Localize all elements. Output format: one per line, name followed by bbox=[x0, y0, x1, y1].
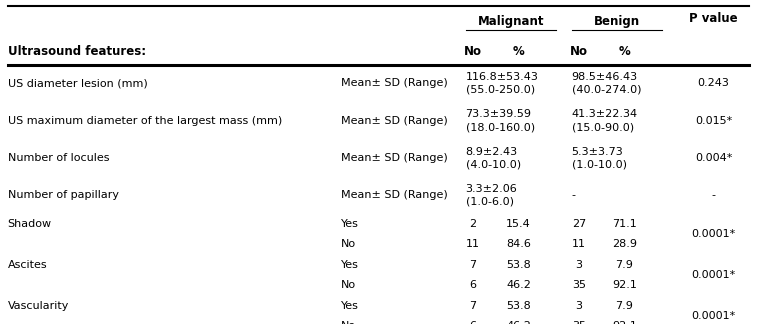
Text: -: - bbox=[572, 190, 575, 200]
Text: %: % bbox=[512, 44, 525, 58]
Text: P value: P value bbox=[689, 12, 738, 25]
Text: Mean± SD (Range): Mean± SD (Range) bbox=[341, 116, 447, 126]
Text: 0.0001*: 0.0001* bbox=[691, 229, 736, 239]
Text: Vascularity: Vascularity bbox=[8, 301, 69, 311]
Text: 8.9±2.43
(4.0-10.0): 8.9±2.43 (4.0-10.0) bbox=[466, 146, 521, 169]
Text: 0.004*: 0.004* bbox=[695, 153, 732, 163]
Text: 7: 7 bbox=[469, 260, 477, 270]
Text: Number of locules: Number of locules bbox=[8, 153, 109, 163]
Text: 116.8±53.43
(55.0-250.0): 116.8±53.43 (55.0-250.0) bbox=[466, 72, 538, 95]
Text: 27: 27 bbox=[572, 219, 586, 229]
Text: Yes: Yes bbox=[341, 219, 359, 229]
Text: 0.243: 0.243 bbox=[697, 78, 730, 88]
Text: %: % bbox=[618, 44, 631, 58]
Text: 3: 3 bbox=[575, 260, 583, 270]
Text: 92.1: 92.1 bbox=[612, 321, 637, 324]
Text: Mean± SD (Range): Mean± SD (Range) bbox=[341, 78, 447, 88]
Text: 71.1: 71.1 bbox=[612, 219, 637, 229]
Text: 0.0001*: 0.0001* bbox=[691, 311, 736, 321]
Text: Shadow: Shadow bbox=[8, 219, 51, 229]
Text: 53.8: 53.8 bbox=[506, 301, 531, 311]
Text: Yes: Yes bbox=[341, 301, 359, 311]
Text: 53.8: 53.8 bbox=[506, 260, 531, 270]
Text: 41.3±22.34
(15.0-90.0): 41.3±22.34 (15.0-90.0) bbox=[572, 109, 637, 132]
Text: 6: 6 bbox=[469, 280, 477, 290]
Text: -: - bbox=[712, 190, 715, 200]
Text: 92.1: 92.1 bbox=[612, 280, 637, 290]
Text: 7: 7 bbox=[469, 301, 477, 311]
Text: 3.3±2.06
(1.0-6.0): 3.3±2.06 (1.0-6.0) bbox=[466, 184, 517, 207]
Text: No: No bbox=[341, 321, 356, 324]
Text: Mean± SD (Range): Mean± SD (Range) bbox=[341, 190, 447, 200]
Text: 5.3±3.73
(1.0-10.0): 5.3±3.73 (1.0-10.0) bbox=[572, 146, 627, 169]
Text: No: No bbox=[464, 44, 482, 58]
Text: 84.6: 84.6 bbox=[506, 239, 531, 249]
Text: Mean± SD (Range): Mean± SD (Range) bbox=[341, 153, 447, 163]
Text: Yes: Yes bbox=[341, 260, 359, 270]
Text: 35: 35 bbox=[572, 280, 586, 290]
Text: 7.9: 7.9 bbox=[615, 260, 634, 270]
Text: 0.015*: 0.015* bbox=[695, 116, 732, 126]
Text: 73.3±39.59
(18.0-160.0): 73.3±39.59 (18.0-160.0) bbox=[466, 109, 534, 132]
Text: 2: 2 bbox=[469, 219, 477, 229]
Text: Malignant: Malignant bbox=[478, 15, 544, 29]
Text: 0.0001*: 0.0001* bbox=[691, 270, 736, 280]
Text: No: No bbox=[570, 44, 588, 58]
Text: US maximum diameter of the largest mass (mm): US maximum diameter of the largest mass … bbox=[8, 116, 282, 126]
Text: 3: 3 bbox=[575, 301, 583, 311]
Text: 6: 6 bbox=[469, 321, 477, 324]
Text: 28.9: 28.9 bbox=[612, 239, 637, 249]
Text: 11: 11 bbox=[572, 239, 586, 249]
Text: Benign: Benign bbox=[594, 15, 640, 29]
Text: No: No bbox=[341, 280, 356, 290]
Text: 35: 35 bbox=[572, 321, 586, 324]
Text: 15.4: 15.4 bbox=[506, 219, 531, 229]
Text: 46.2: 46.2 bbox=[506, 321, 531, 324]
Text: 46.2: 46.2 bbox=[506, 280, 531, 290]
Text: US diameter lesion (mm): US diameter lesion (mm) bbox=[8, 78, 148, 88]
Text: No: No bbox=[341, 239, 356, 249]
Text: Ultrasound features:: Ultrasound features: bbox=[8, 44, 145, 58]
Text: 7.9: 7.9 bbox=[615, 301, 634, 311]
Text: 11: 11 bbox=[466, 239, 480, 249]
Text: Number of papillary: Number of papillary bbox=[8, 190, 119, 200]
Text: Ascites: Ascites bbox=[8, 260, 47, 270]
Text: 98.5±46.43
(40.0-274.0): 98.5±46.43 (40.0-274.0) bbox=[572, 72, 641, 95]
